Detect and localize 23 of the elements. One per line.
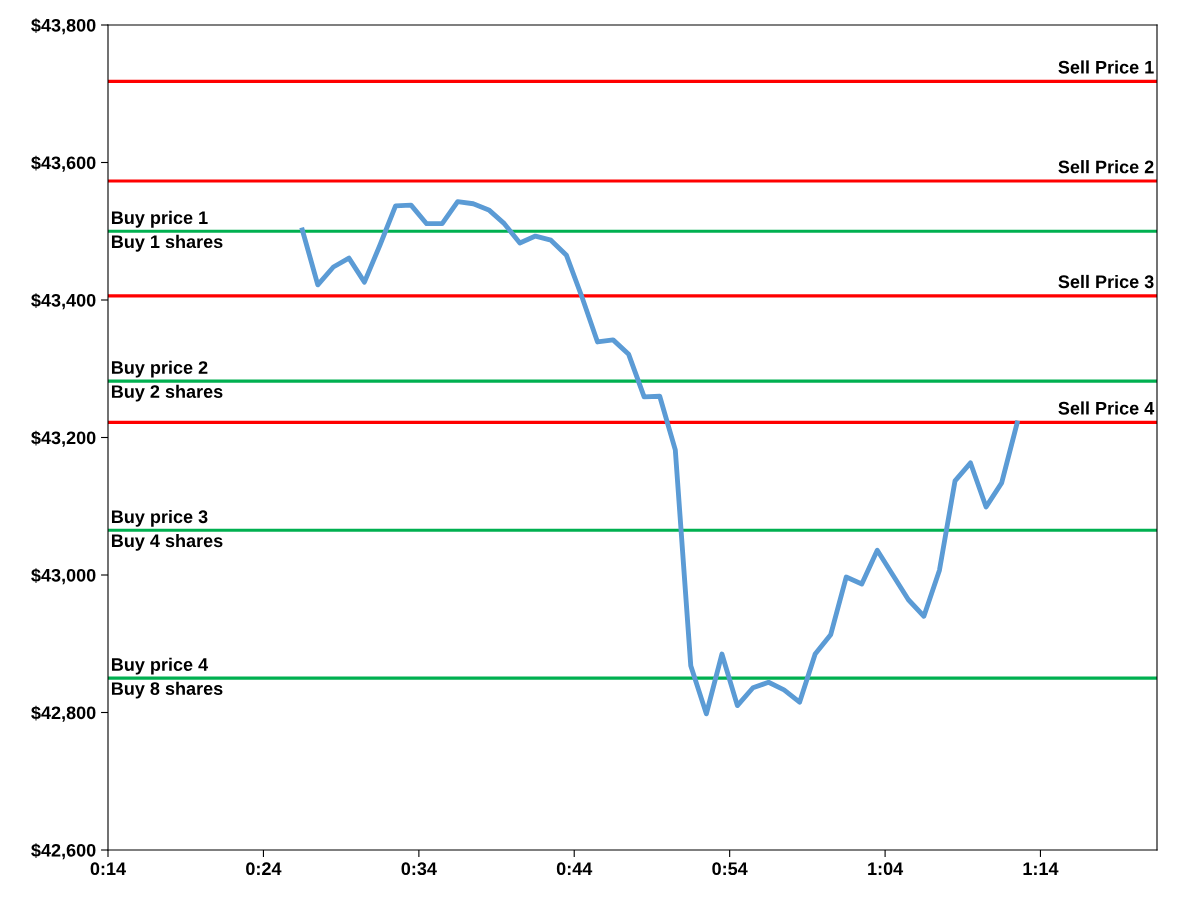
ref-line-label: Sell Price 2 [1058, 160, 1154, 174]
y-tick-label: $42,800 [31, 705, 96, 722]
y-tick-label: $43,800 [31, 18, 96, 35]
x-tick-label: 1:04 [868, 862, 904, 876]
y-tick-label: $42,600 [31, 843, 96, 860]
x-tick-label: 0:44 [556, 862, 593, 876]
y-tick-label: $43,400 [31, 293, 96, 310]
x-tick-label: 0:24 [246, 862, 282, 876]
line-series [299, 199, 1020, 717]
x-tick-label: 0:14 [90, 862, 126, 876]
y-tick-label: $43,000 [31, 568, 96, 585]
ref-line-label: Buy price 3 Buy 4 shares [111, 509, 223, 551]
ref-line-label: Sell Price 1 [1058, 60, 1154, 74]
ref-line-label: Buy price 4 Buy 8 shares [111, 657, 223, 699]
ref-line-label: Buy price 1 Buy 1 shares [111, 210, 223, 252]
y-tick-label: $43,600 [31, 155, 96, 172]
ref-line-label: Sell Price 4 [1058, 401, 1155, 415]
y-tick-label: $43,200 [31, 430, 96, 447]
x-tick-label: 1:14 [1023, 862, 1059, 875]
ref-line-label: Sell Price 3 [1058, 274, 1154, 289]
x-tick-label: 0:34 [401, 862, 437, 876]
x-tick-label: 0:54 [712, 862, 748, 876]
ref-line-label: Buy price 2 Buy 2 shares [111, 360, 223, 402]
